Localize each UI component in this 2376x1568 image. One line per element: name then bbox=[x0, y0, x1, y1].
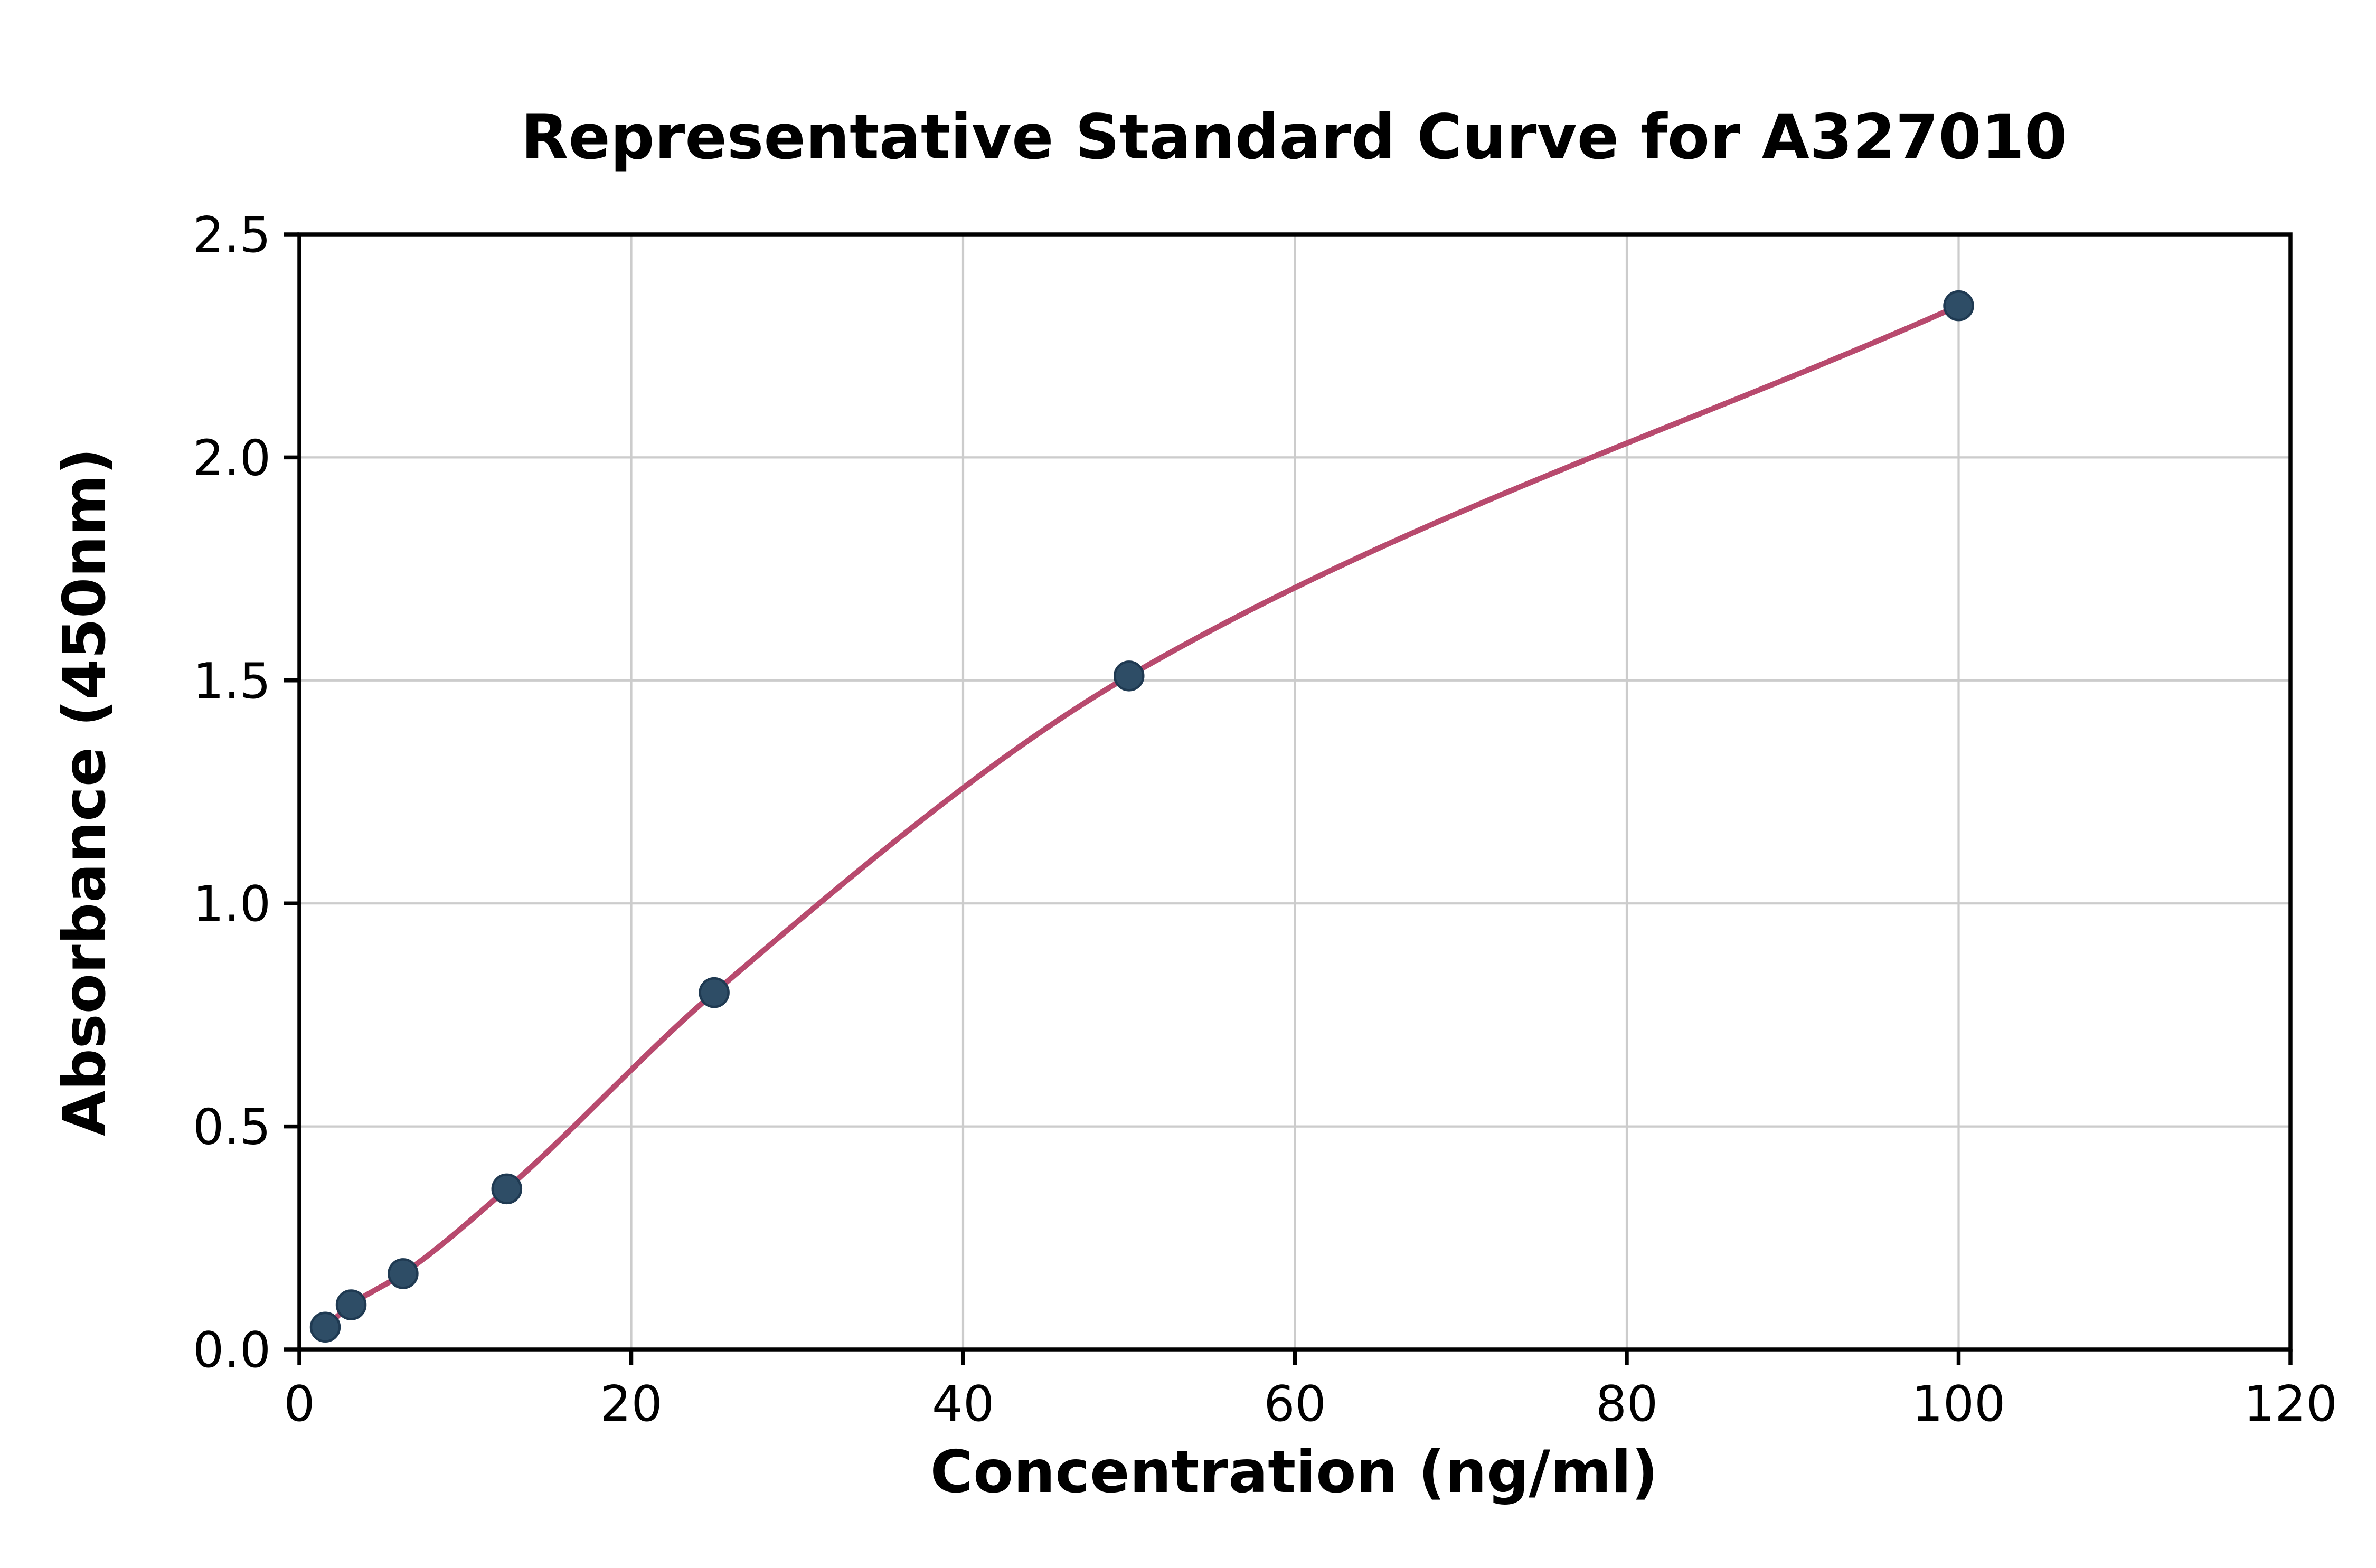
data-point bbox=[491, 1173, 523, 1205]
y-tick-label: 2.5 bbox=[193, 206, 271, 263]
x-tick-label: 0 bbox=[284, 1375, 315, 1432]
data-point bbox=[335, 1289, 367, 1320]
x-tick-label: 20 bbox=[600, 1375, 662, 1432]
x-tick-label: 100 bbox=[1912, 1375, 2006, 1432]
data-point bbox=[1943, 290, 1974, 322]
tick-layer: 0 20 40 60 80 100 120 0.0 0.5 1.0 1.5 2.0 2.5 bbox=[193, 206, 2337, 1432]
chart-title: Representative Standard Curve for A32701… bbox=[521, 101, 2067, 173]
y-axis-label: Absorbance (450nm) bbox=[51, 448, 119, 1136]
data-point bbox=[309, 1311, 341, 1343]
y-tick-label: 0.0 bbox=[193, 1321, 271, 1378]
y-tick-label: 1.5 bbox=[193, 653, 271, 710]
x-tick-label: 40 bbox=[932, 1375, 994, 1432]
x-tick-label: 120 bbox=[2243, 1375, 2337, 1432]
x-tick-label: 60 bbox=[1264, 1375, 1326, 1432]
data-point bbox=[388, 1258, 419, 1289]
data-point bbox=[699, 977, 730, 1008]
y-tick-label: 2.0 bbox=[193, 429, 271, 486]
y-tick-label: 0.5 bbox=[193, 1099, 271, 1156]
data-point bbox=[1114, 660, 1145, 692]
x-axis-label: Concentration (ng/ml) bbox=[930, 1438, 1658, 1506]
y-tick-label: 1.0 bbox=[193, 875, 271, 932]
point-layer bbox=[309, 290, 1974, 1343]
x-tick-label: 80 bbox=[1596, 1375, 1658, 1432]
